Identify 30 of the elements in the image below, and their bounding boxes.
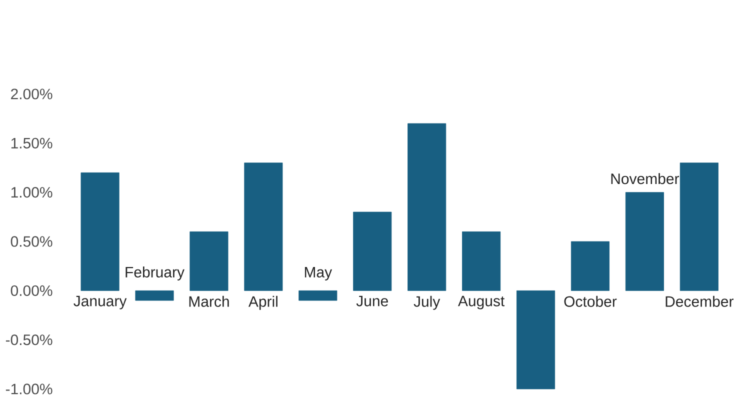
bar <box>353 212 392 291</box>
bar <box>625 192 664 291</box>
x-tick-label: January <box>74 296 127 310</box>
x-tick-label: December <box>666 296 734 307</box>
x-tick-label: June <box>356 296 388 306</box>
x-tick-label: November <box>611 173 680 184</box>
y-tick-label: 1.00% <box>11 187 52 198</box>
bar <box>190 231 228 291</box>
y-tick-label: 1.50% <box>11 138 52 148</box>
bar <box>408 123 446 291</box>
bar <box>80 172 120 291</box>
bar <box>570 241 610 291</box>
bar <box>462 231 501 291</box>
bar <box>244 162 283 291</box>
y-tick-label: 0.50% <box>10 236 52 247</box>
x-tick-label: February <box>126 266 184 280</box>
bar <box>135 290 174 301</box>
bar <box>680 162 718 291</box>
x-tick-label: July <box>414 296 440 310</box>
y-tick-label: 2.00% <box>11 88 52 100</box>
x-tick-label: March <box>189 296 229 307</box>
x-tick-label: August <box>458 296 505 310</box>
bar <box>516 290 556 390</box>
x-tick-label: October <box>564 296 617 307</box>
x-tick-label: May <box>304 267 332 280</box>
y-tick-label: -0.50% <box>6 334 52 346</box>
y-tick-label: -1.00% <box>6 384 52 394</box>
y-tick-label: 0.00% <box>10 285 52 296</box>
x-tick-label: April <box>248 296 278 310</box>
bar <box>298 290 338 301</box>
